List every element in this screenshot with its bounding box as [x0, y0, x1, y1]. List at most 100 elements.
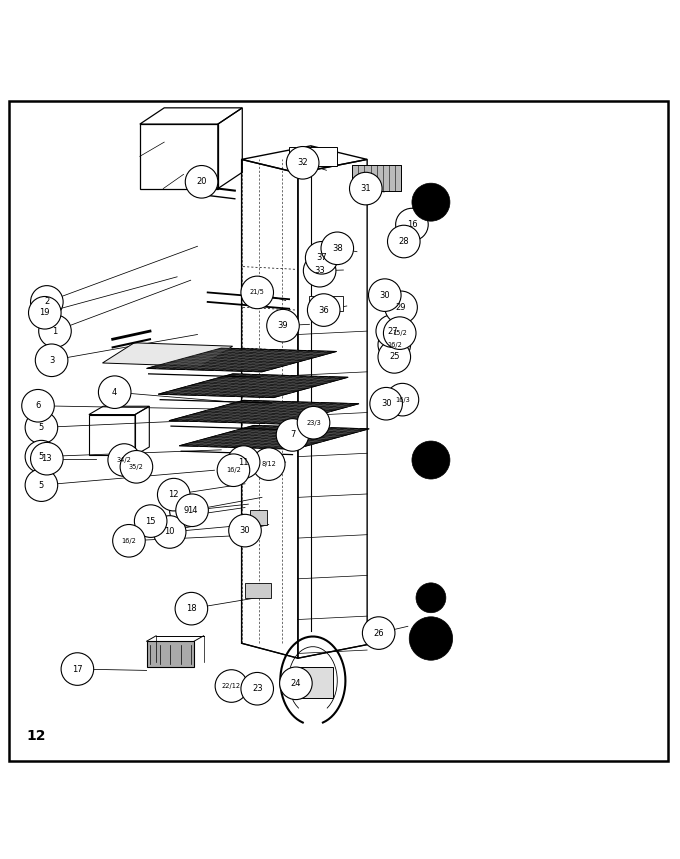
- Circle shape: [25, 411, 58, 444]
- Circle shape: [385, 291, 418, 324]
- Circle shape: [241, 276, 273, 308]
- Text: 30: 30: [381, 399, 392, 408]
- Text: 15/2: 15/2: [392, 330, 407, 336]
- Text: 19: 19: [39, 308, 50, 317]
- Text: 7: 7: [290, 430, 295, 440]
- Circle shape: [215, 670, 248, 703]
- Text: 5: 5: [39, 481, 44, 490]
- Circle shape: [108, 444, 141, 477]
- Text: 26: 26: [373, 629, 384, 637]
- Circle shape: [412, 441, 450, 479]
- Text: 9: 9: [184, 507, 188, 515]
- Text: 22/12: 22/12: [222, 683, 241, 689]
- Text: 31: 31: [360, 184, 371, 193]
- Text: 25: 25: [389, 352, 400, 362]
- Circle shape: [369, 279, 401, 312]
- Polygon shape: [169, 400, 359, 424]
- Polygon shape: [147, 348, 337, 372]
- Circle shape: [185, 166, 218, 198]
- Circle shape: [241, 673, 273, 705]
- FancyBboxPatch shape: [245, 583, 271, 598]
- Circle shape: [388, 225, 420, 258]
- Text: 5: 5: [39, 452, 44, 461]
- Circle shape: [39, 314, 71, 347]
- Circle shape: [99, 376, 131, 409]
- Text: 17: 17: [72, 665, 83, 673]
- Polygon shape: [147, 348, 337, 372]
- Text: 13: 13: [41, 454, 52, 463]
- Text: 30: 30: [379, 290, 390, 300]
- Text: 16/3: 16/3: [395, 397, 410, 403]
- Text: 32: 32: [297, 158, 308, 168]
- Polygon shape: [158, 374, 348, 398]
- Circle shape: [120, 450, 153, 483]
- Text: 28: 28: [398, 237, 409, 246]
- Circle shape: [305, 241, 338, 274]
- FancyBboxPatch shape: [309, 247, 330, 259]
- Text: 3: 3: [49, 356, 54, 365]
- Polygon shape: [179, 425, 369, 449]
- Text: 24: 24: [290, 679, 301, 688]
- FancyBboxPatch shape: [352, 165, 401, 191]
- Circle shape: [286, 147, 319, 179]
- Circle shape: [227, 446, 260, 478]
- Circle shape: [31, 286, 63, 318]
- Text: 16: 16: [407, 220, 418, 229]
- Circle shape: [386, 383, 419, 416]
- FancyBboxPatch shape: [311, 247, 325, 273]
- Circle shape: [175, 593, 207, 625]
- Circle shape: [35, 344, 68, 376]
- Text: 6: 6: [35, 401, 41, 411]
- Text: 2: 2: [44, 297, 50, 307]
- Circle shape: [370, 387, 403, 420]
- Circle shape: [412, 183, 450, 221]
- FancyBboxPatch shape: [289, 147, 337, 166]
- Circle shape: [22, 389, 54, 422]
- Circle shape: [25, 441, 58, 473]
- FancyBboxPatch shape: [147, 641, 194, 667]
- Text: 37: 37: [316, 253, 327, 262]
- Text: 12: 12: [27, 729, 46, 743]
- Text: 20: 20: [197, 177, 207, 186]
- Circle shape: [61, 653, 94, 685]
- Text: 21/5: 21/5: [250, 289, 265, 295]
- Text: 27: 27: [387, 326, 398, 336]
- Text: 33: 33: [314, 266, 325, 275]
- Text: 5: 5: [39, 423, 44, 432]
- Text: 10: 10: [165, 527, 175, 537]
- Circle shape: [409, 617, 453, 661]
- Circle shape: [384, 317, 416, 350]
- Polygon shape: [158, 374, 348, 398]
- Text: 12: 12: [169, 490, 179, 499]
- Circle shape: [252, 448, 285, 480]
- Circle shape: [154, 515, 186, 548]
- Circle shape: [31, 442, 63, 475]
- Text: 16/2: 16/2: [226, 467, 241, 473]
- Circle shape: [217, 454, 250, 486]
- Circle shape: [267, 309, 299, 342]
- Circle shape: [378, 341, 411, 373]
- Text: 30: 30: [239, 526, 250, 535]
- Circle shape: [303, 254, 336, 287]
- Text: 4: 4: [112, 387, 118, 397]
- Text: 15: 15: [146, 516, 156, 526]
- Circle shape: [396, 208, 428, 241]
- Circle shape: [276, 418, 309, 451]
- Text: 29: 29: [396, 303, 407, 312]
- Text: 23: 23: [252, 685, 262, 693]
- Circle shape: [376, 314, 409, 347]
- Polygon shape: [103, 343, 233, 367]
- Text: 18: 18: [186, 604, 197, 613]
- Polygon shape: [169, 400, 359, 424]
- FancyBboxPatch shape: [330, 241, 349, 250]
- Circle shape: [416, 583, 446, 612]
- Circle shape: [135, 505, 167, 538]
- Circle shape: [378, 328, 411, 361]
- Circle shape: [321, 232, 354, 265]
- Text: 23/3: 23/3: [306, 420, 321, 426]
- Circle shape: [350, 173, 382, 205]
- Circle shape: [228, 515, 261, 547]
- Text: 35/2: 35/2: [129, 464, 144, 470]
- Text: 8/12: 8/12: [261, 461, 276, 467]
- Circle shape: [25, 469, 58, 502]
